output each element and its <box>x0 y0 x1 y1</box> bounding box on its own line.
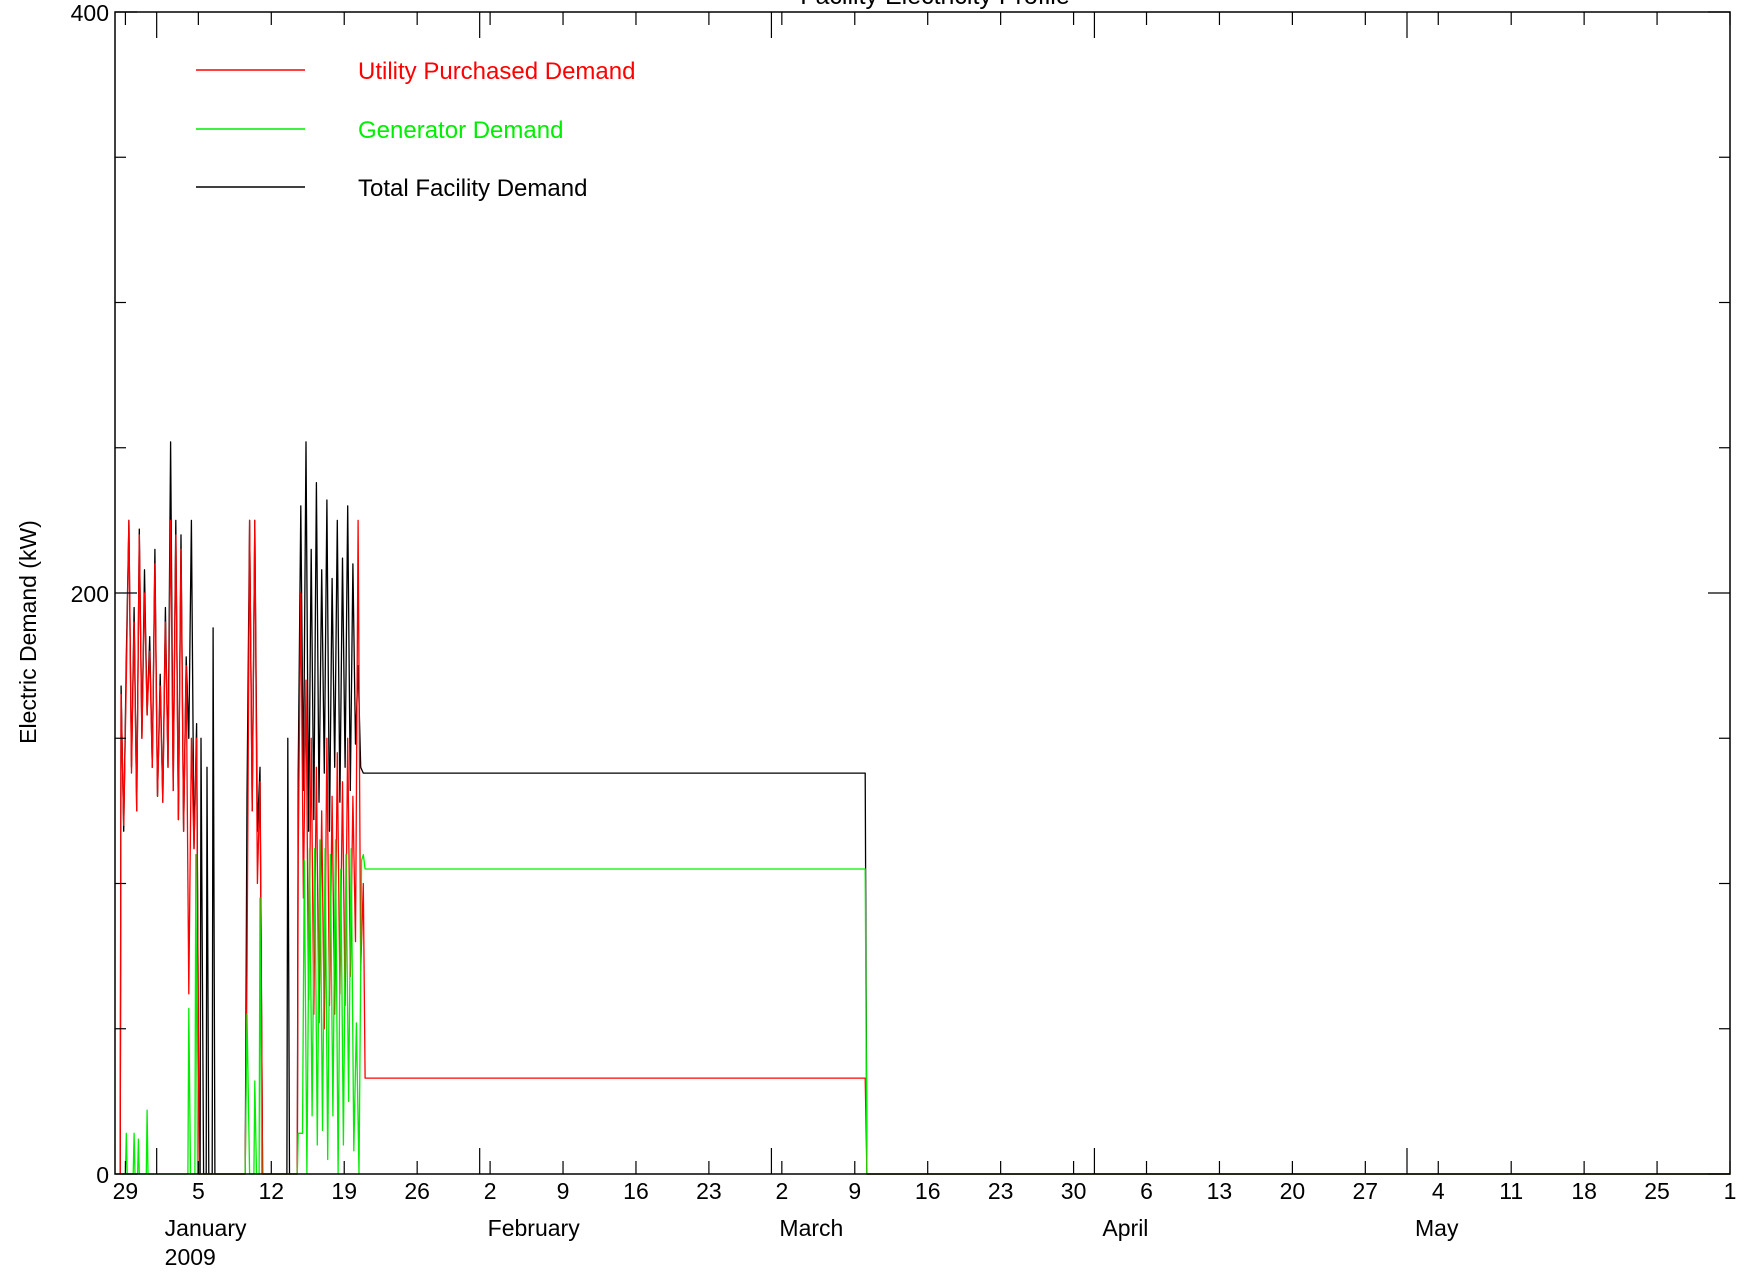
x-tick-label: 11 <box>1499 1178 1523 1204</box>
x-tick-label: 25 <box>1644 1178 1670 1204</box>
x-tick-label: 6 <box>1140 1178 1153 1204</box>
y-tick-label: 0 <box>96 1162 109 1188</box>
month-label: April <box>1102 1215 1148 1241</box>
legend-label-total: Total Facility Demand <box>358 175 587 202</box>
x-tick-label: 9 <box>557 1178 570 1204</box>
x-tick-label: 18 <box>1571 1178 1597 1204</box>
x-tick-label: 9 <box>848 1178 861 1204</box>
x-tick-label: 20 <box>1280 1178 1306 1204</box>
month-label: May <box>1415 1215 1459 1241</box>
x-tick-label: 16 <box>623 1178 649 1204</box>
x-tick-label: 23 <box>988 1178 1014 1204</box>
chart-title: Facility Electricity Profile <box>800 0 1070 10</box>
x-tick-label: 16 <box>915 1178 941 1204</box>
x-tick-label: 12 <box>258 1178 284 1204</box>
y-tick-label: 400 <box>71 0 109 26</box>
x-tick-label: 23 <box>696 1178 722 1204</box>
x-tick-label: 19 <box>331 1178 357 1204</box>
legend-label-utility: Utility Purchased Demand <box>358 58 635 85</box>
x-tick-label: 2 <box>484 1178 497 1204</box>
y-axis-label: Electric Demand (kW) <box>15 520 41 744</box>
legend: Utility Purchased Demand Generator Deman… <box>196 58 635 202</box>
series-line-utility-purchased-demand <box>119 519 1730 1175</box>
x-tick-label: 30 <box>1061 1178 1087 1204</box>
y-tick-label: 200 <box>71 581 109 607</box>
x-tick-label: 4 <box>1432 1178 1445 1204</box>
legend-label-generator: Generator Demand <box>358 117 563 144</box>
year-label: 2009 <box>165 1244 216 1270</box>
x-tick-label: 26 <box>404 1178 430 1204</box>
month-label: January <box>165 1215 247 1241</box>
x-tick-label: 13 <box>1207 1178 1233 1204</box>
x-tick-label: 27 <box>1353 1178 1379 1204</box>
x-tick-label: 5 <box>192 1178 205 1204</box>
x-tick-label: 1 <box>1724 1178 1737 1204</box>
x-tick-label: 2 <box>775 1178 788 1204</box>
x-tick-label: 29 <box>113 1178 139 1204</box>
month-label: February <box>488 1215 581 1241</box>
month-label: March <box>779 1215 843 1241</box>
